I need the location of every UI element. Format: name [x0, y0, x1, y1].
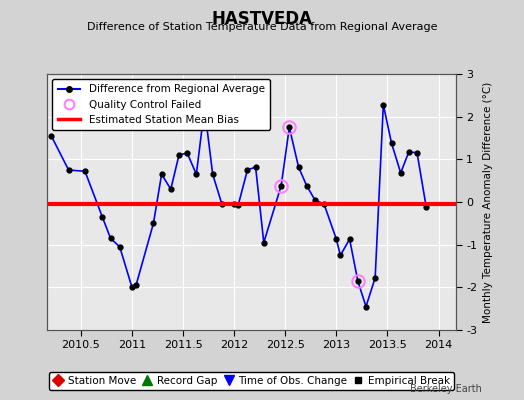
Text: Difference of Station Temperature Data from Regional Average: Difference of Station Temperature Data f… — [87, 22, 437, 32]
Y-axis label: Monthly Temperature Anomaly Difference (°C): Monthly Temperature Anomaly Difference (… — [483, 81, 493, 323]
Text: Berkeley Earth: Berkeley Earth — [410, 384, 482, 394]
Text: HASTVEDA: HASTVEDA — [212, 10, 312, 28]
Legend: Station Move, Record Gap, Time of Obs. Change, Empirical Break: Station Move, Record Gap, Time of Obs. C… — [49, 372, 454, 390]
